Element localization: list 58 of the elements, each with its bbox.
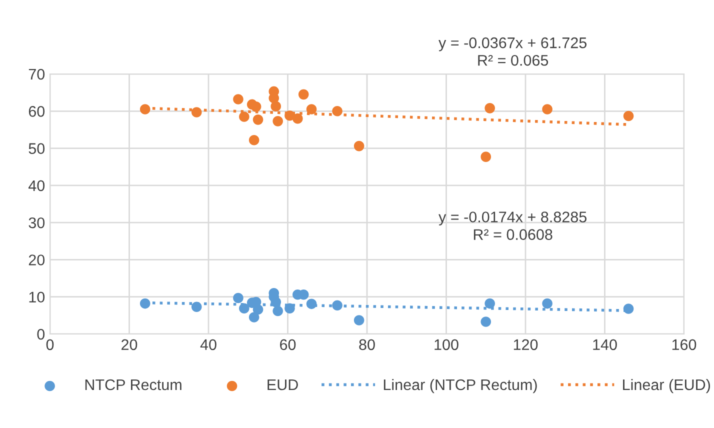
- x-tick-label: 100: [434, 339, 458, 350]
- point: [239, 112, 250, 122]
- point: [354, 315, 364, 326]
- point: [480, 316, 492, 327]
- point: [354, 140, 364, 152]
- point: [623, 110, 634, 122]
- y-tick-label: 40: [28, 180, 45, 192]
- point: [623, 304, 634, 314]
- point: [292, 113, 303, 124]
- point: [284, 110, 295, 121]
- y-tick-label: 50: [28, 143, 45, 154]
- y-tick-label: 60: [28, 106, 45, 117]
- x-tick-label: 40: [200, 339, 216, 350]
- point: [250, 102, 262, 112]
- legend-label: NTCP Rectum: [85, 379, 182, 390]
- legend-label: Linear (NTCP Rectum): [384, 378, 537, 394]
- point: [233, 292, 244, 304]
- point: [272, 306, 283, 316]
- text: y = -0.0367x + 61.725 R² = 0.065: [438, 37, 587, 66]
- legend-label: Linear (EUD): [623, 378, 710, 394]
- point: [252, 304, 264, 315]
- point: [233, 94, 244, 104]
- point: [542, 298, 552, 309]
- point: [484, 298, 495, 309]
- point: [484, 103, 495, 114]
- point: [542, 104, 552, 114]
- point: [298, 89, 309, 100]
- y-tick-label: 0: [37, 328, 45, 340]
- x-tick-label: 120: [514, 339, 538, 350]
- legend-label: EUD: [268, 380, 298, 390]
- y-tick-label: 20: [28, 254, 45, 266]
- point: [332, 300, 342, 311]
- x-tick-label: 60: [280, 339, 296, 350]
- point: [306, 104, 317, 114]
- point: [191, 302, 202, 312]
- point: [252, 114, 264, 125]
- point: [248, 312, 260, 322]
- x-tick-label: 80: [359, 339, 375, 350]
- point: [284, 303, 295, 314]
- annotation: y = -0.0174x + 8.8285 R² = 0.0608: [438, 212, 587, 240]
- x-tick-label: 0: [46, 339, 54, 350]
- point: [480, 152, 492, 162]
- point: [191, 107, 202, 118]
- point: [239, 303, 250, 314]
- y-tick-label: 30: [28, 217, 45, 228]
- x-tick-label: 20: [122, 339, 138, 350]
- point: [272, 116, 283, 126]
- point: [140, 298, 150, 309]
- point: [332, 106, 342, 116]
- point: [270, 101, 282, 112]
- point: [248, 134, 260, 146]
- x-tick-label: 140: [593, 339, 617, 350]
- x-tick-label: 160: [672, 339, 696, 350]
- y-tick-label: 10: [29, 292, 45, 303]
- point: [270, 296, 282, 308]
- y-tick-label: 70: [28, 68, 45, 80]
- point: [306, 298, 317, 310]
- point: [140, 104, 150, 114]
